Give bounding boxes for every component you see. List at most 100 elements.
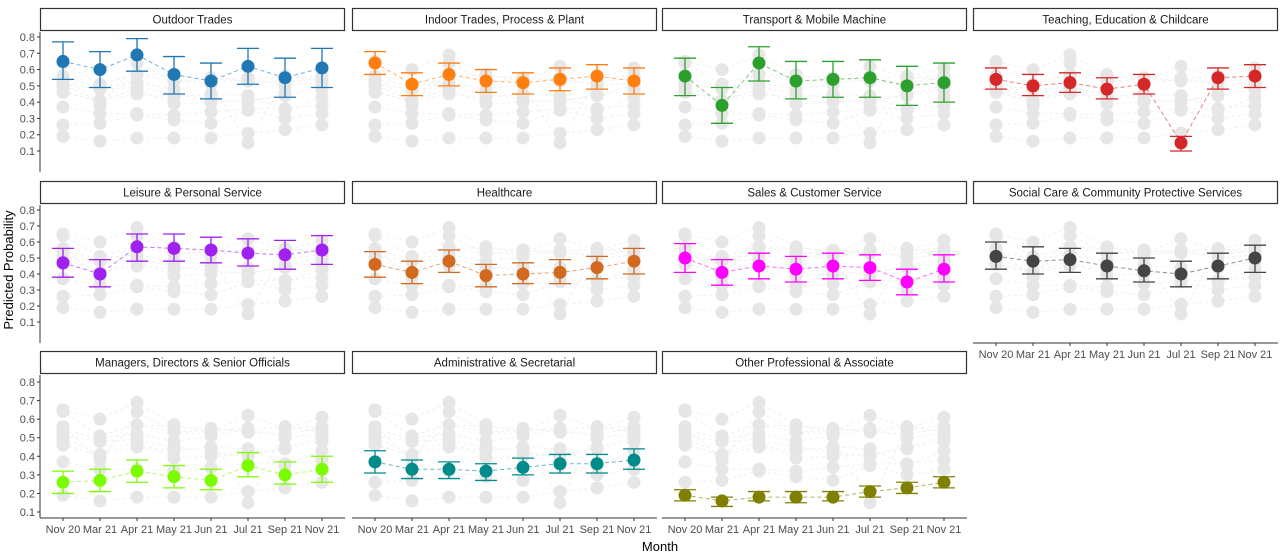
background-point xyxy=(1026,278,1040,292)
background-point xyxy=(1026,134,1040,148)
background-point xyxy=(900,111,914,125)
background-point xyxy=(826,288,840,302)
data-point xyxy=(863,485,877,499)
x-tick-label: Mar 21 xyxy=(83,524,117,536)
background-point xyxy=(516,473,530,487)
background-point xyxy=(368,475,382,489)
data-point xyxy=(204,473,218,487)
background-point xyxy=(442,229,456,243)
background-point xyxy=(167,259,181,273)
data-point xyxy=(516,460,530,474)
data-point xyxy=(627,254,641,268)
facet-panel: Social Care & Community Protective Servi… xyxy=(972,180,1279,361)
background-point xyxy=(863,232,877,246)
y-tick-label: 0.6 xyxy=(20,65,35,77)
background-point xyxy=(752,433,766,447)
background-point xyxy=(752,107,766,121)
data-point xyxy=(900,275,914,289)
data-point xyxy=(442,254,456,268)
background-point xyxy=(1137,131,1151,145)
background-point xyxy=(937,118,951,132)
background-point xyxy=(590,87,604,101)
background-point xyxy=(130,107,144,121)
background-point xyxy=(278,294,292,308)
background-point xyxy=(442,433,456,447)
background-point xyxy=(627,475,641,489)
facet-title: Healthcare xyxy=(477,188,533,200)
background-point xyxy=(590,102,604,116)
background-point xyxy=(93,494,107,508)
data-point xyxy=(863,261,877,275)
x-tick-label: Nov 21 xyxy=(927,524,962,536)
background-point xyxy=(368,77,382,91)
background-point xyxy=(204,277,218,291)
background-point xyxy=(1248,98,1262,112)
background-point xyxy=(900,457,914,471)
facet-title: Leisure & Personal Service xyxy=(123,188,262,200)
background-point xyxy=(715,63,729,77)
data-point xyxy=(989,72,1003,86)
background-point xyxy=(553,136,567,150)
data-point xyxy=(937,475,951,489)
background-point xyxy=(204,264,218,278)
background-point xyxy=(368,100,382,114)
background-point xyxy=(590,481,604,495)
background-point xyxy=(278,273,292,287)
y-tick-label: 0.4 xyxy=(20,451,35,463)
background-point xyxy=(479,87,493,101)
data-point xyxy=(1248,251,1262,265)
background-point xyxy=(1100,280,1114,294)
background-point xyxy=(1100,131,1114,145)
background-point xyxy=(1063,240,1077,254)
background-point xyxy=(678,129,692,143)
background-point xyxy=(900,123,914,137)
y-tick-label: 0.7 xyxy=(20,396,35,408)
data-point xyxy=(130,48,144,62)
background-point xyxy=(826,421,840,435)
background-point xyxy=(678,405,692,419)
background-point xyxy=(989,272,1003,286)
background-point xyxy=(1026,305,1040,319)
data-point xyxy=(752,490,766,504)
background-point xyxy=(789,440,803,454)
data-point xyxy=(590,261,604,275)
y-tick-label: 0.3 xyxy=(20,470,35,482)
background-point xyxy=(863,408,877,422)
background-point xyxy=(989,289,1003,303)
background-point xyxy=(789,241,803,255)
background-point xyxy=(863,136,877,150)
data-point xyxy=(590,69,604,83)
background-point xyxy=(405,447,419,461)
background-series-line xyxy=(62,73,323,103)
background-point xyxy=(56,488,70,502)
background-point xyxy=(789,108,803,122)
background-point xyxy=(130,405,144,419)
data-point xyxy=(368,56,382,70)
background-point xyxy=(900,248,914,262)
background-point xyxy=(56,229,70,243)
background-point xyxy=(1248,270,1262,284)
facet-title: Social Care & Community Protective Servi… xyxy=(1009,188,1243,200)
background-point xyxy=(278,123,292,137)
background-point xyxy=(553,307,567,321)
background-point xyxy=(715,235,729,249)
data-point xyxy=(368,455,382,469)
background-point xyxy=(315,431,329,445)
y-tick-label: 0.5 xyxy=(20,433,35,445)
background-point xyxy=(1137,243,1151,257)
background-point xyxy=(937,421,951,435)
background-point xyxy=(167,490,181,504)
data-point xyxy=(56,256,70,270)
data-point xyxy=(93,63,107,77)
background-point xyxy=(826,302,840,316)
background-point xyxy=(715,288,729,302)
data-point xyxy=(1100,259,1114,273)
background-point xyxy=(1063,107,1077,121)
background-point xyxy=(442,418,456,432)
background-point xyxy=(937,462,951,476)
background-point xyxy=(93,434,107,448)
background-point xyxy=(752,80,766,94)
background-point xyxy=(590,468,604,482)
background-point xyxy=(1063,131,1077,145)
y-tick-label: 0.3 xyxy=(20,285,35,297)
